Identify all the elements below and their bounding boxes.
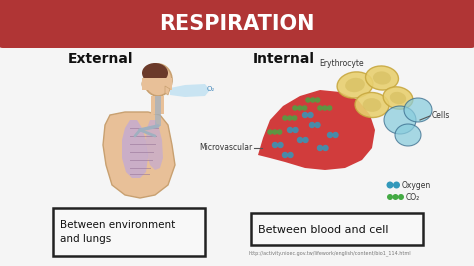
Ellipse shape <box>363 98 382 112</box>
FancyBboxPatch shape <box>0 0 474 48</box>
Circle shape <box>327 132 333 138</box>
Text: O₂: O₂ <box>207 86 215 92</box>
Text: Internal: Internal <box>253 52 315 66</box>
Circle shape <box>317 105 323 111</box>
Text: http://activity.nioec.gov.tw/lifework/english/content/bio1_114.html: http://activity.nioec.gov.tw/lifework/en… <box>249 250 411 256</box>
Circle shape <box>267 129 273 135</box>
Circle shape <box>282 115 288 121</box>
Polygon shape <box>165 86 170 95</box>
Circle shape <box>277 129 283 135</box>
Ellipse shape <box>337 72 373 98</box>
Polygon shape <box>258 90 375 170</box>
Ellipse shape <box>383 87 413 109</box>
Polygon shape <box>146 120 163 170</box>
Circle shape <box>393 181 400 189</box>
Text: External: External <box>68 52 134 66</box>
Circle shape <box>387 194 393 200</box>
Circle shape <box>302 137 309 143</box>
Circle shape <box>297 137 303 143</box>
Circle shape <box>292 105 298 111</box>
Circle shape <box>305 97 311 103</box>
Polygon shape <box>122 120 148 178</box>
Circle shape <box>332 132 339 138</box>
Ellipse shape <box>365 66 399 90</box>
Circle shape <box>314 122 321 128</box>
Text: Microvascular: Microvascular <box>200 143 253 152</box>
Text: CO₂: CO₂ <box>406 193 420 202</box>
Ellipse shape <box>390 92 406 104</box>
Ellipse shape <box>373 71 391 85</box>
Circle shape <box>277 142 284 148</box>
Circle shape <box>307 112 314 118</box>
Circle shape <box>317 145 323 151</box>
Circle shape <box>392 194 399 200</box>
Circle shape <box>398 194 404 200</box>
Circle shape <box>309 122 315 128</box>
Circle shape <box>315 97 320 103</box>
Circle shape <box>272 142 278 148</box>
Circle shape <box>272 129 278 135</box>
Circle shape <box>327 105 332 111</box>
Circle shape <box>302 112 308 118</box>
Text: RESPIRATION: RESPIRATION <box>159 14 315 34</box>
Bar <box>142 78 172 90</box>
Circle shape <box>386 181 393 189</box>
Circle shape <box>287 152 294 158</box>
Text: Between environment
and lungs: Between environment and lungs <box>60 220 175 244</box>
Ellipse shape <box>142 80 148 89</box>
Ellipse shape <box>144 64 172 96</box>
Bar <box>3 28 471 44</box>
Text: Cells: Cells <box>432 111 450 120</box>
Text: Between blood and cell: Between blood and cell <box>258 225 389 235</box>
Ellipse shape <box>395 124 421 146</box>
Circle shape <box>287 127 293 133</box>
Ellipse shape <box>404 98 432 122</box>
FancyBboxPatch shape <box>251 213 423 245</box>
Bar <box>151 96 164 114</box>
Text: Erythrocyte: Erythrocyte <box>319 59 365 68</box>
Circle shape <box>322 145 328 151</box>
Circle shape <box>322 105 328 111</box>
Ellipse shape <box>355 93 389 118</box>
Circle shape <box>292 127 299 133</box>
Polygon shape <box>103 112 175 198</box>
Circle shape <box>297 105 302 111</box>
Ellipse shape <box>384 106 416 134</box>
Ellipse shape <box>345 78 365 92</box>
Polygon shape <box>170 84 210 97</box>
Circle shape <box>310 97 316 103</box>
Bar <box>155 96 161 126</box>
Ellipse shape <box>142 63 168 83</box>
Circle shape <box>287 115 292 121</box>
Circle shape <box>282 152 288 158</box>
Text: Oxygen: Oxygen <box>402 181 431 189</box>
Circle shape <box>292 115 297 121</box>
FancyBboxPatch shape <box>53 208 205 256</box>
Circle shape <box>302 105 308 111</box>
